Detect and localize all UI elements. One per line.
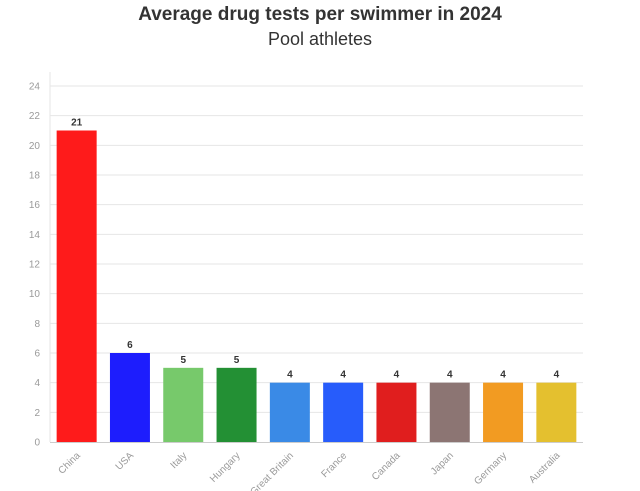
y-tick-label: 20 bbox=[29, 141, 41, 152]
y-tick-label: 2 bbox=[34, 408, 40, 419]
data-label: 4 bbox=[340, 370, 346, 381]
x-category-label: Hungary bbox=[208, 450, 243, 485]
y-tick-label: 16 bbox=[29, 200, 41, 211]
chart-subtitle: Pool athletes bbox=[267, 29, 373, 49]
y-tick-label: 10 bbox=[29, 289, 41, 300]
y-tick-label: 12 bbox=[29, 260, 41, 271]
data-label: 4 bbox=[287, 370, 293, 381]
x-category-label: Germany bbox=[472, 450, 509, 487]
bar-italy[interactable] bbox=[163, 367, 204, 442]
bar-japan[interactable] bbox=[429, 382, 470, 442]
x-category-label: Canada bbox=[370, 450, 403, 483]
bar-china[interactable] bbox=[56, 130, 97, 443]
data-label: 4 bbox=[447, 370, 453, 381]
bars-layer bbox=[56, 130, 577, 443]
x-category-label: USA bbox=[114, 450, 137, 473]
bar-great-britain[interactable] bbox=[269, 382, 310, 442]
y-tick-label: 0 bbox=[34, 438, 40, 449]
bar-germany[interactable] bbox=[483, 382, 524, 442]
data-label: 4 bbox=[500, 370, 506, 381]
x-category-label: France bbox=[319, 450, 349, 480]
y-tick-label: 24 bbox=[29, 82, 41, 93]
data-label: 4 bbox=[554, 370, 560, 381]
x-category-label: Japan bbox=[429, 450, 456, 477]
bar-france[interactable] bbox=[323, 382, 364, 442]
bar-australia[interactable] bbox=[536, 382, 577, 442]
y-tick-label: 22 bbox=[29, 111, 41, 122]
x-category-label: Italy bbox=[169, 450, 190, 471]
data-label: 5 bbox=[180, 355, 186, 366]
bar-hungary[interactable] bbox=[216, 367, 257, 442]
y-tick-label: 18 bbox=[29, 171, 41, 182]
x-category-label: Australia bbox=[527, 450, 563, 486]
x-category-label: China bbox=[57, 450, 84, 477]
data-label: 5 bbox=[234, 355, 240, 366]
data-label: 21 bbox=[71, 118, 83, 129]
data-label: 4 bbox=[394, 370, 400, 381]
y-tick-label: 14 bbox=[29, 230, 41, 241]
y-tick-label: 6 bbox=[34, 349, 40, 360]
y-tick-label: 8 bbox=[34, 319, 40, 330]
chart-title: Average drug tests per swimmer in 2024 bbox=[138, 4, 502, 25]
data-label: 6 bbox=[127, 340, 133, 351]
x-category-label: Great Britain bbox=[248, 450, 295, 491]
bar-usa[interactable] bbox=[109, 353, 150, 442]
y-tick-label: 4 bbox=[34, 378, 40, 389]
bar-canada[interactable] bbox=[376, 382, 417, 442]
